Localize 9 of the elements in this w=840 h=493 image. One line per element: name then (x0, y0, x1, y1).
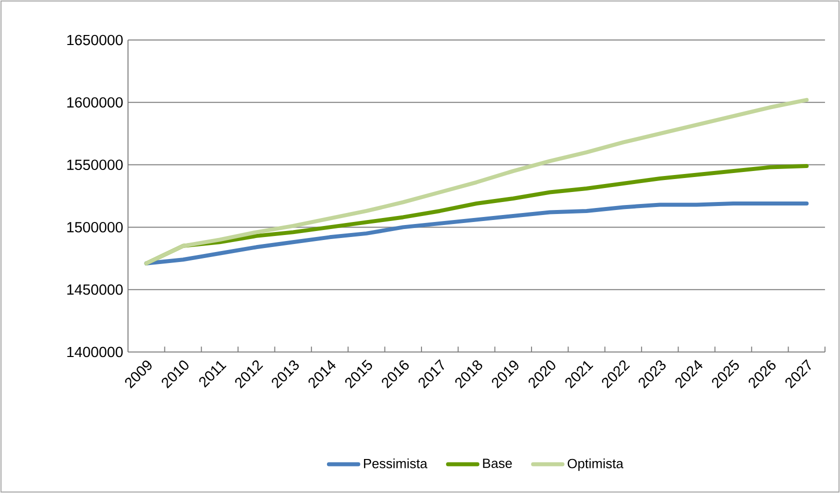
legend-label: Optimista (568, 458, 624, 471)
y-tick-label: 1400000 (67, 346, 123, 358)
y-tick-label: 1650000 (67, 34, 123, 46)
legend-label: Pessimista (364, 458, 428, 468)
y-tick-label: 1500000 (67, 222, 123, 232)
y-tick-label: 1550000 (67, 160, 123, 170)
y-tick-label: 1600000 (67, 97, 123, 108)
y-tick-label: 1450000 (67, 284, 123, 295)
legend-label: Base (483, 458, 512, 468)
